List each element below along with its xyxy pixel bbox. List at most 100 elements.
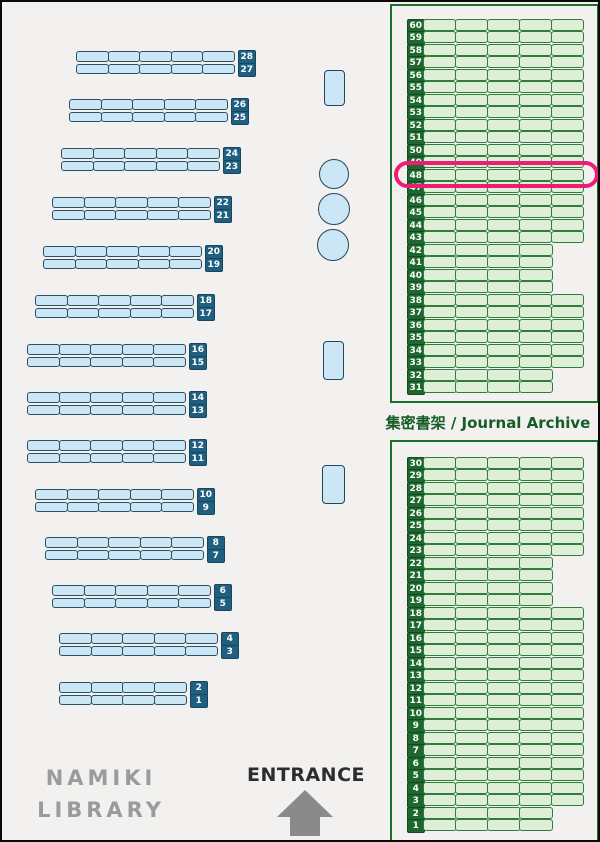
shelf-cell bbox=[550, 769, 585, 781]
shelf-cell bbox=[45, 537, 78, 548]
shelf-cell bbox=[518, 644, 553, 656]
shelf-cell bbox=[423, 131, 457, 143]
shelf-cell bbox=[59, 682, 93, 693]
reading-shelf-row bbox=[69, 111, 228, 122]
shelf-cell bbox=[423, 569, 457, 581]
shelf-cell bbox=[550, 707, 585, 719]
shelf-cell bbox=[59, 633, 92, 644]
shelf-cell bbox=[487, 281, 521, 293]
shelf-cell bbox=[486, 519, 521, 531]
shelf-cell bbox=[454, 719, 489, 731]
shelf-cell bbox=[486, 732, 521, 744]
shelf-cell bbox=[454, 94, 489, 106]
reading-shelf-row bbox=[35, 295, 194, 306]
shelf-cell bbox=[518, 344, 553, 356]
journal-shelf-row bbox=[423, 744, 585, 756]
journal-shelf-row bbox=[423, 294, 585, 306]
shelf-cell bbox=[486, 231, 521, 243]
journal-shelf-row bbox=[423, 807, 553, 819]
shelf-cell bbox=[486, 294, 521, 306]
shelf-cell bbox=[178, 197, 211, 208]
shelf-cell bbox=[423, 44, 457, 56]
shelf-cell bbox=[550, 306, 585, 318]
shelf-cell bbox=[92, 148, 126, 159]
shelf-cell bbox=[139, 51, 172, 62]
shelf-cell bbox=[170, 51, 204, 62]
shelf-cell bbox=[27, 356, 60, 367]
reading-shelf-row bbox=[45, 537, 204, 548]
shelf-cell bbox=[187, 160, 220, 171]
shelf-cell bbox=[423, 194, 457, 206]
shelf-cell bbox=[121, 356, 155, 367]
shelf-cell bbox=[454, 331, 489, 343]
shelf-cell bbox=[61, 148, 94, 159]
shelf-cell bbox=[58, 344, 92, 355]
reading-shelf-row bbox=[76, 63, 235, 74]
shelf-cell bbox=[518, 707, 553, 719]
shelf-cell bbox=[486, 344, 521, 356]
shelf-number-badge: 17 bbox=[197, 306, 215, 321]
reading-shelf-row bbox=[45, 549, 204, 560]
shelf-cell bbox=[550, 31, 585, 43]
shelf-cell bbox=[550, 169, 585, 181]
journal-shelf-row bbox=[423, 19, 585, 31]
shelf-cell bbox=[454, 532, 489, 544]
reading-shelf-row bbox=[76, 51, 235, 62]
shelf-cell bbox=[519, 244, 553, 256]
reading-shelf-row bbox=[43, 246, 202, 257]
shelf-cell bbox=[550, 732, 585, 744]
shelf-cell bbox=[153, 392, 186, 403]
shelf-cell bbox=[550, 757, 585, 769]
journal-shelf-row bbox=[423, 44, 585, 56]
shelf-cell bbox=[76, 537, 110, 548]
shelf-cell bbox=[455, 594, 489, 606]
shelf-cell bbox=[153, 440, 186, 451]
shelf-cell bbox=[486, 31, 521, 43]
shelf-cell bbox=[108, 549, 141, 560]
journal-shelf-row bbox=[423, 669, 585, 681]
shelf-cell bbox=[129, 307, 163, 318]
shelf-cell bbox=[161, 307, 194, 318]
shelf-cell bbox=[423, 594, 457, 606]
shelf-cell bbox=[550, 507, 585, 519]
shelf-cell bbox=[518, 319, 553, 331]
shelf-cell bbox=[74, 246, 108, 257]
shelf-cell bbox=[455, 557, 489, 569]
journal-shelf-row bbox=[423, 782, 585, 794]
shelf-cell bbox=[423, 331, 457, 343]
shelf-cell bbox=[486, 119, 521, 131]
shelf-cell bbox=[486, 69, 521, 81]
journal-shelf-row bbox=[423, 219, 585, 231]
shelf-cell bbox=[454, 106, 489, 118]
shelf-cell bbox=[454, 669, 489, 681]
shelf-cell bbox=[58, 392, 92, 403]
pillar-circle bbox=[318, 193, 350, 225]
reading-shelf-row bbox=[35, 489, 194, 500]
shelf-cell bbox=[122, 633, 155, 644]
shelf-number-badge: 1 bbox=[190, 693, 208, 708]
shelf-cell bbox=[178, 209, 211, 220]
shelf-cell bbox=[550, 331, 585, 343]
shelf-cell bbox=[115, 209, 148, 220]
shelf-cell bbox=[486, 769, 521, 781]
entrance-arrow-icon bbox=[277, 790, 333, 836]
shelf-cell bbox=[454, 494, 489, 506]
library-name-line1: NAMIKI bbox=[45, 766, 157, 790]
shelf-cell bbox=[454, 356, 489, 368]
shelf-cell bbox=[455, 256, 489, 268]
shelf-cell bbox=[146, 585, 180, 596]
reading-shelf-row bbox=[52, 197, 211, 208]
shelf-cell bbox=[487, 569, 521, 581]
shelf-cell bbox=[454, 794, 489, 806]
shelf-cell bbox=[454, 757, 489, 769]
shelf-cell bbox=[107, 51, 141, 62]
shelf-cell bbox=[155, 160, 189, 171]
journal-shelf-row bbox=[423, 81, 585, 93]
journal-shelf-row bbox=[423, 231, 585, 243]
pillar-rect bbox=[323, 341, 344, 380]
journal-shelf-row bbox=[423, 569, 553, 581]
shelf-cell bbox=[124, 148, 157, 159]
journal-shelf-row bbox=[423, 206, 585, 218]
shelf-cell bbox=[455, 281, 489, 293]
shelf-cell bbox=[90, 633, 124, 644]
